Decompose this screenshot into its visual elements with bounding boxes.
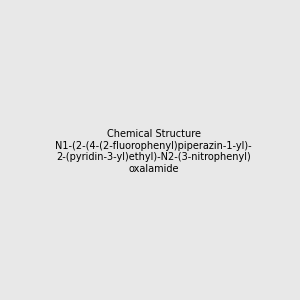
Text: Chemical Structure
N1-(2-(4-(2-fluorophenyl)piperazin-1-yl)-
2-(pyridin-3-yl)eth: Chemical Structure N1-(2-(4-(2-fluorophe… [56, 129, 252, 174]
